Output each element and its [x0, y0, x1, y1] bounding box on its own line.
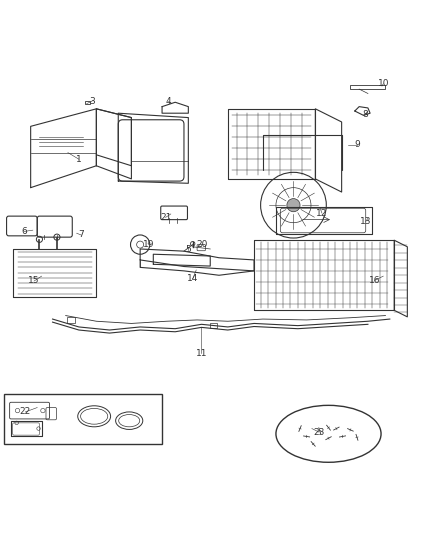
Text: 9: 9: [354, 140, 360, 149]
Text: 6: 6: [21, 227, 27, 236]
Text: 4: 4: [166, 97, 171, 106]
Bar: [4, 393, 162, 444]
Text: 23: 23: [313, 427, 325, 437]
Text: 19: 19: [143, 240, 155, 249]
Circle shape: [287, 199, 300, 212]
Text: 11: 11: [196, 349, 207, 358]
Text: 16: 16: [369, 276, 380, 285]
Text: 12: 12: [316, 208, 328, 217]
Text: 5: 5: [185, 245, 191, 254]
Text: 13: 13: [360, 217, 371, 226]
Text: 21: 21: [160, 213, 171, 222]
Text: 20: 20: [197, 240, 208, 249]
Text: 22: 22: [20, 407, 31, 416]
Text: 3: 3: [89, 97, 95, 106]
Text: 10: 10: [378, 79, 389, 88]
Text: 8: 8: [363, 110, 369, 118]
Text: 7: 7: [78, 230, 84, 239]
Text: 14: 14: [187, 274, 198, 283]
Text: 15: 15: [28, 277, 40, 286]
Text: 1: 1: [76, 155, 82, 164]
